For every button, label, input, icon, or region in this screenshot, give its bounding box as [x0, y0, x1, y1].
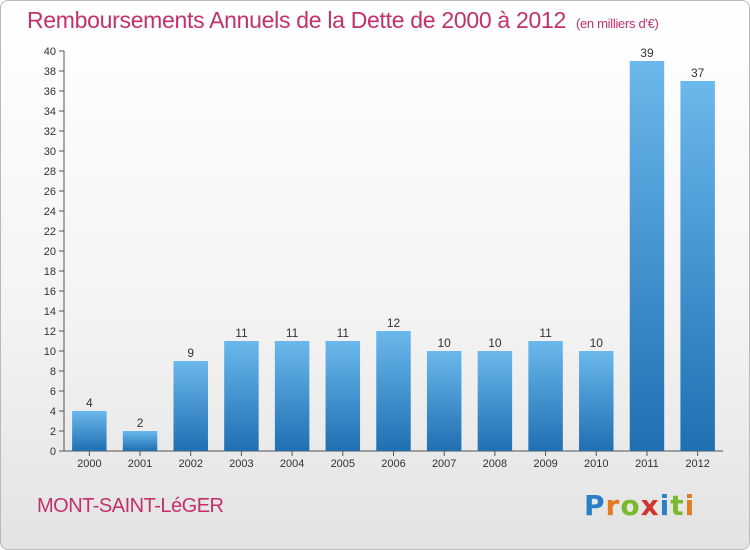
bar-2005	[325, 341, 361, 451]
bar-2006	[376, 331, 411, 451]
x-tick-label: 2010	[584, 458, 608, 470]
value-label: 4	[86, 396, 93, 410]
y-tick-label: 14	[44, 306, 56, 318]
logo-letter: i	[659, 489, 671, 522]
bar-2001	[122, 431, 158, 451]
x-tick-label: 2012	[685, 458, 709, 470]
chart-title-text: Remboursements Annuels de la Dette de 20…	[27, 7, 566, 33]
x-tick-label: 2009	[533, 458, 557, 470]
y-tick-label: 0	[50, 446, 56, 458]
bar-2000	[72, 411, 107, 451]
y-tick-label: 20	[44, 246, 56, 258]
value-label: 9	[187, 346, 194, 360]
y-tick-label: 22	[44, 226, 56, 238]
bars	[72, 61, 715, 451]
x-tick-label: 2011	[635, 458, 659, 470]
bar-2009	[528, 341, 563, 451]
logo-letter: i	[684, 489, 696, 522]
x-tick-label: 2007	[432, 458, 456, 470]
bar-2010	[579, 351, 614, 451]
commune-name: MONT-SAINT-LéGER	[37, 495, 224, 517]
bar-2011	[629, 61, 665, 451]
y-tick-label: 8	[50, 366, 56, 378]
x-tick-label: 2006	[381, 458, 405, 470]
labels: 2000 4 2001 2 2002 9 2003 11 2004 11 2005 11 2006 12 2…	[77, 46, 710, 470]
value-label: 10	[438, 336, 452, 350]
x-tick-label: 2000	[77, 458, 101, 470]
value-label: 11	[235, 326, 248, 340]
x-tick-label: 2008	[483, 458, 507, 470]
y-tick-label: 10	[44, 346, 56, 358]
y-tick-label: 38	[44, 66, 56, 78]
x-tick-label: 2002	[178, 458, 202, 470]
logo-letter: t	[670, 489, 685, 522]
x-tick-label: 2003	[229, 458, 253, 470]
logo-letter: x	[640, 489, 660, 522]
bar-2012	[680, 81, 715, 451]
logo-letter: P	[584, 489, 606, 522]
value-label: 12	[387, 316, 401, 330]
chart-title: Remboursements Annuels de la Dette de 20…	[27, 7, 659, 34]
logo-letter: r	[605, 489, 621, 522]
bar-2003	[224, 341, 259, 451]
y-tick-label: 6	[50, 386, 56, 398]
value-label: 11	[286, 326, 299, 340]
bar-2007	[426, 351, 462, 451]
y-tick-label: 36	[44, 86, 56, 98]
value-label: 11	[539, 326, 552, 340]
y-tick-label: 16	[44, 286, 56, 298]
y-tick-label: 26	[44, 186, 56, 198]
x-tick-label: 2005	[331, 458, 355, 470]
y-tick-label: 24	[44, 206, 56, 218]
value-label: 10	[590, 336, 604, 350]
proxiti-logo: Proxiti	[584, 489, 695, 522]
bar-2004	[274, 341, 310, 451]
y-tick-label: 32	[44, 126, 56, 138]
value-label: 39	[640, 46, 654, 60]
bar-2008	[477, 351, 513, 451]
value-label: 11	[337, 326, 350, 340]
value-label: 10	[488, 336, 502, 350]
y-tick-label: 34	[44, 106, 56, 118]
bar-2002	[173, 361, 208, 451]
y-tick-label: 2	[50, 426, 56, 438]
value-label: 37	[691, 66, 705, 80]
x-tick-label: 2001	[128, 458, 152, 470]
chart-subtitle: (en milliers d'€)	[575, 16, 659, 31]
y-tick-label: 4	[50, 406, 56, 418]
y-tick-label: 12	[44, 326, 56, 338]
y-tick-label: 30	[44, 146, 56, 158]
value-label: 2	[137, 416, 144, 430]
y-tick-label: 28	[44, 166, 56, 178]
logo-letter: o	[620, 489, 641, 522]
x-tick-label: 2004	[280, 458, 304, 470]
y-tick-label: 40	[44, 46, 56, 58]
y-tick-label: 18	[44, 266, 56, 278]
